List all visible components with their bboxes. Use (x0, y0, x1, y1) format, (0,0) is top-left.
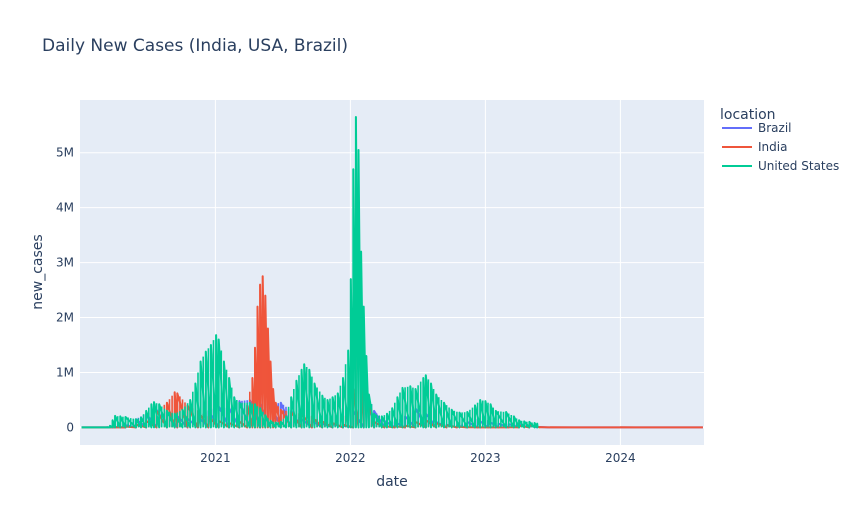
y-axis-ticks: 0 1M 2M 3M 4M 5M (56, 146, 74, 435)
y-axis-label: new_cases (30, 234, 46, 309)
x-tick-label: 2023 (470, 451, 501, 465)
legend-label[interactable]: United States (758, 159, 839, 173)
legend-title: location (720, 107, 776, 123)
y-tick-label: 4M (56, 201, 74, 215)
series-layer (81, 116, 703, 429)
y-tick-label: 1M (56, 365, 74, 379)
y-tick-label: 5M (56, 146, 74, 160)
y-tick-label: 2M (56, 311, 74, 325)
legend-label[interactable]: Brazil (758, 121, 792, 135)
legend-items: Brazil India United States (722, 121, 839, 173)
grid-lines (80, 100, 704, 445)
x-tick-label: 2021 (200, 451, 231, 465)
x-axis-ticks: 2021 2022 2023 2024 (200, 451, 636, 465)
x-tick-label: 2022 (335, 451, 366, 465)
y-tick-label: 3M (56, 256, 74, 270)
legend-label[interactable]: India (758, 140, 787, 154)
y-tick-label: 0 (66, 420, 74, 434)
plot-area (80, 100, 704, 445)
x-tick-label: 2024 (605, 451, 636, 465)
legend: location Brazil India United States (720, 107, 839, 173)
x-axis-label: date (376, 474, 408, 490)
chart-title: Daily New Cases (India, USA, Brazil) (42, 36, 348, 56)
